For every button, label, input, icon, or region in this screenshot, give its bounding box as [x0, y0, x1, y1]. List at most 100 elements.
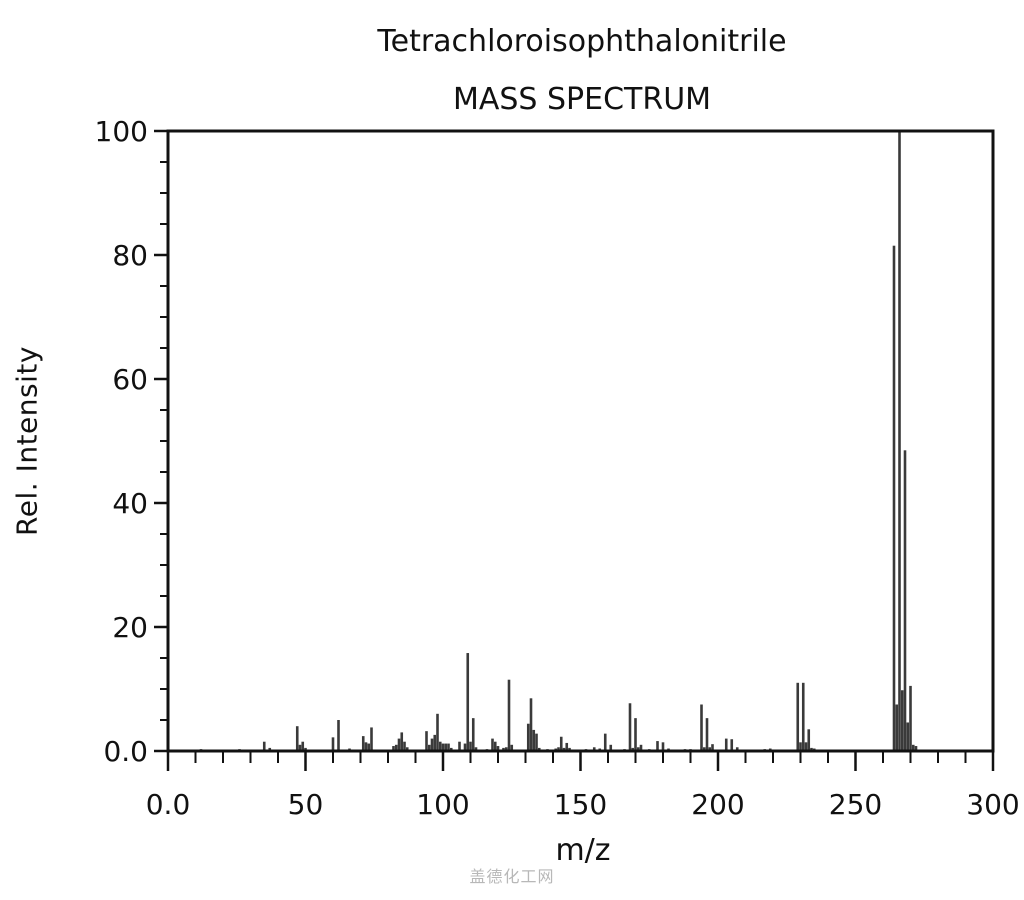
y-axis-ticks: 0.0 20 40 60 80 100: [95, 115, 168, 768]
peak-bar: [911, 744, 915, 751]
peak-bar: [705, 718, 709, 751]
peak-bar: [447, 743, 450, 751]
peak-bar: [724, 738, 728, 751]
peak-bar: [502, 747, 505, 751]
spectrum-peaks: [199, 131, 918, 751]
peak-bar: [903, 450, 907, 751]
x-tick-label: 250: [829, 788, 882, 821]
peak-bar: [914, 746, 918, 751]
peak-bar: [711, 744, 714, 751]
peak-bar: [433, 734, 437, 751]
peak-bar: [892, 245, 896, 751]
peak-bar: [557, 747, 560, 751]
peak-bar: [298, 744, 302, 751]
peak-bar: [565, 742, 569, 751]
y-tick-label: 0.0: [103, 735, 148, 768]
peak-bar: [568, 747, 571, 751]
peak-bar: [496, 746, 500, 751]
peak-bar: [906, 722, 910, 751]
x-tick-label: 150: [554, 788, 607, 821]
peak-bar: [510, 744, 514, 751]
peak-bar: [559, 736, 563, 751]
peak-bar: [636, 747, 640, 751]
peak-bar: [909, 685, 912, 751]
peak-bar: [735, 747, 739, 751]
peak-bar: [562, 747, 566, 751]
peak-bar: [801, 682, 805, 751]
peak-bar: [466, 653, 470, 751]
x-tick-label: 100: [416, 788, 469, 821]
peak-bar: [628, 703, 632, 751]
chart-subtitle: MASS SPECTRUM: [452, 82, 712, 117]
y-tick-label: 100: [95, 115, 148, 148]
peak-bar: [295, 726, 299, 751]
peak-bar: [631, 747, 635, 751]
peak-bar: [507, 679, 511, 751]
peak-bar: [537, 747, 541, 751]
peak-bar: [661, 742, 665, 751]
x-tick-label: 200: [691, 788, 744, 821]
peak-bar: [458, 741, 461, 751]
peak-bar: [469, 741, 472, 751]
peak-bar: [262, 741, 266, 751]
peak-bar: [436, 713, 439, 751]
peak-bar: [700, 704, 703, 751]
y-tick-label: 80: [112, 239, 148, 272]
peak-bar: [403, 741, 406, 751]
peak-bar: [603, 733, 607, 751]
chart-title: Tetrachloroisophthalonitrile: [377, 24, 787, 59]
peak-bar: [425, 731, 428, 751]
peak-bar: [526, 723, 530, 751]
peak-bar: [804, 742, 808, 751]
peak-bar: [634, 718, 637, 751]
peak-bar: [463, 743, 467, 751]
peak-bar: [400, 732, 404, 751]
peak-bar: [898, 131, 901, 751]
x-tick-label: 50: [288, 788, 324, 821]
x-axis-ticks: 0.0 50 100 150 200 250 300: [146, 751, 1020, 821]
y-tick-label: 20: [112, 611, 148, 644]
peak-bar: [361, 736, 365, 751]
peak-bar: [900, 690, 904, 751]
peak-bar: [702, 747, 706, 751]
peak-bar: [441, 743, 445, 751]
peak-bar: [304, 747, 307, 751]
peak-bar: [474, 747, 478, 751]
peak-bar: [810, 747, 813, 751]
peak-bar: [364, 742, 368, 751]
peak-bar: [609, 744, 613, 751]
x-tick-label: 300: [966, 788, 1019, 821]
peak-bar: [529, 698, 533, 751]
peak-bar: [799, 742, 802, 751]
peak-bar: [430, 738, 434, 751]
peak-bar: [807, 729, 811, 751]
peak-bar: [392, 746, 395, 751]
y-tick-label: 40: [112, 487, 148, 520]
peak-bar: [427, 744, 431, 751]
peak-bar: [532, 729, 536, 751]
peak-bar: [504, 747, 508, 751]
peak-bar: [796, 682, 800, 751]
peak-bar: [405, 747, 409, 751]
peak-bar: [471, 718, 475, 751]
peak-bar: [493, 741, 497, 751]
peak-bar: [331, 737, 335, 751]
peak-bar: [639, 744, 643, 751]
y-tick-label: 60: [112, 363, 148, 396]
x-tick-label: 0.0: [146, 788, 191, 821]
plot-frame: [166, 129, 995, 753]
x-axis-label: m/z: [555, 833, 611, 868]
peak-bar: [491, 738, 494, 751]
peak-bar: [370, 727, 373, 751]
peak-bar: [397, 738, 401, 751]
peak-bar: [337, 720, 340, 751]
peak-bar: [268, 747, 272, 751]
peak-bar: [730, 739, 734, 751]
peak-bar: [535, 733, 538, 751]
peak-bar: [394, 744, 398, 751]
watermark: 盖德化工网: [469, 867, 555, 886]
peak-bar: [895, 704, 899, 751]
peak-bar: [301, 741, 305, 751]
peak-bar: [449, 747, 453, 751]
